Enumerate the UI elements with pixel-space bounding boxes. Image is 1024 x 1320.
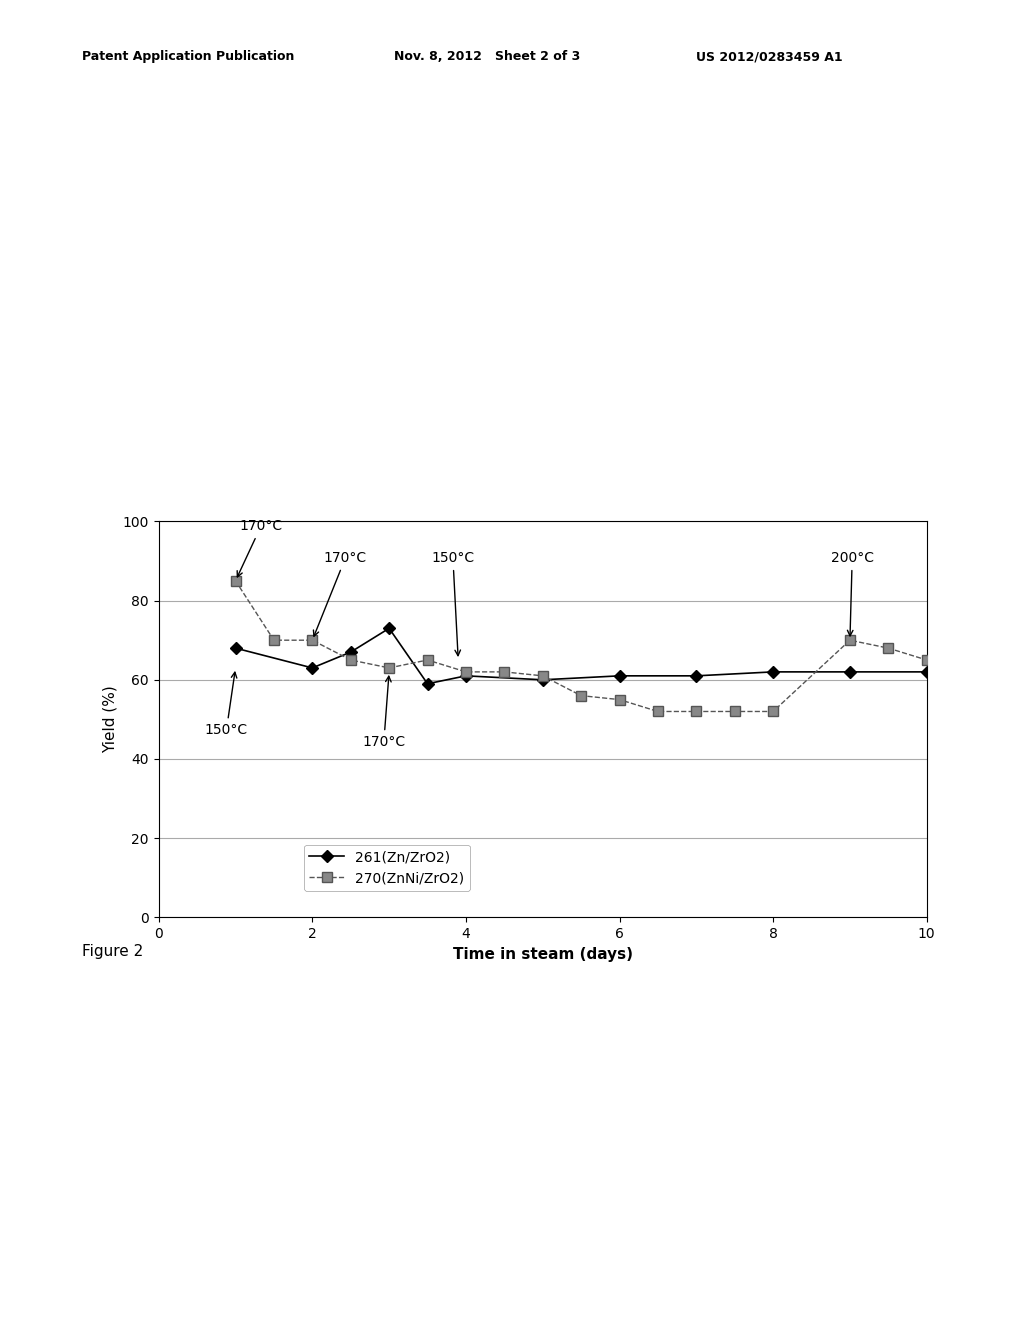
- 270(ZnNi/ZrO2): [883, 640, 895, 656]
- 270(ZnNi/ZrO2): [306, 632, 318, 648]
- 261(Zn/ZrO2): [383, 620, 395, 636]
- 270(ZnNi/ZrO2): [499, 664, 511, 680]
- 270(ZnNi/ZrO2): [383, 660, 395, 676]
- 261(Zn/ZrO2): [422, 676, 434, 692]
- Text: 170°C: 170°C: [238, 519, 283, 577]
- 270(ZnNi/ZrO2): [537, 668, 549, 684]
- 270(ZnNi/ZrO2): [229, 573, 242, 589]
- 270(ZnNi/ZrO2): [460, 664, 472, 680]
- Text: 150°C: 150°C: [431, 550, 474, 656]
- 261(Zn/ZrO2): [690, 668, 702, 684]
- 261(Zn/ZrO2): [844, 664, 856, 680]
- 270(ZnNi/ZrO2): [344, 652, 357, 668]
- 270(ZnNi/ZrO2): [422, 652, 434, 668]
- Text: 170°C: 170°C: [362, 676, 406, 750]
- 261(Zn/ZrO2): [229, 640, 242, 656]
- Line: 261(Zn/ZrO2): 261(Zn/ZrO2): [231, 624, 931, 688]
- 261(Zn/ZrO2): [306, 660, 318, 676]
- 270(ZnNi/ZrO2): [652, 704, 665, 719]
- Line: 270(ZnNi/ZrO2): 270(ZnNi/ZrO2): [230, 576, 932, 717]
- Text: Nov. 8, 2012   Sheet 2 of 3: Nov. 8, 2012 Sheet 2 of 3: [394, 50, 581, 63]
- Text: Figure 2: Figure 2: [82, 944, 143, 958]
- 261(Zn/ZrO2): [767, 664, 779, 680]
- Text: 200°C: 200°C: [830, 550, 873, 636]
- 261(Zn/ZrO2): [344, 644, 357, 660]
- Text: 150°C: 150°C: [205, 672, 248, 738]
- 270(ZnNi/ZrO2): [613, 692, 626, 708]
- Y-axis label: Yield (%): Yield (%): [102, 685, 117, 754]
- 270(ZnNi/ZrO2): [921, 652, 933, 668]
- 261(Zn/ZrO2): [613, 668, 626, 684]
- 270(ZnNi/ZrO2): [729, 704, 741, 719]
- 261(Zn/ZrO2): [537, 672, 549, 688]
- Text: 170°C: 170°C: [313, 550, 367, 636]
- Legend: 261(Zn/ZrO2), 270(ZnNi/ZrO2): 261(Zn/ZrO2), 270(ZnNi/ZrO2): [304, 845, 470, 891]
- 261(Zn/ZrO2): [460, 668, 472, 684]
- 270(ZnNi/ZrO2): [690, 704, 702, 719]
- 270(ZnNi/ZrO2): [767, 704, 779, 719]
- 270(ZnNi/ZrO2): [268, 632, 281, 648]
- Text: US 2012/0283459 A1: US 2012/0283459 A1: [696, 50, 843, 63]
- 270(ZnNi/ZrO2): [844, 632, 856, 648]
- 261(Zn/ZrO2): [921, 664, 933, 680]
- Text: Patent Application Publication: Patent Application Publication: [82, 50, 294, 63]
- 270(ZnNi/ZrO2): [575, 688, 588, 704]
- X-axis label: Time in steam (days): Time in steam (days): [453, 946, 633, 962]
